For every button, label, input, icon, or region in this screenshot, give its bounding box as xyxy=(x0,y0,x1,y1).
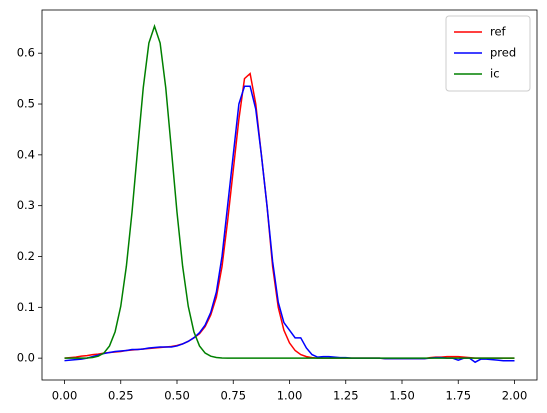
y-tick-label: 0.1 xyxy=(17,300,35,314)
legend-label: ref xyxy=(490,25,507,39)
y-tick-label: 0.6 xyxy=(17,46,35,60)
y-tick-label: 0.3 xyxy=(17,198,35,212)
series-line xyxy=(64,23,515,359)
y-tick-label: 0.2 xyxy=(17,249,35,263)
y-tick-label: 0.4 xyxy=(17,147,35,161)
x-tick-label: 0.00 xyxy=(52,389,78,403)
x-tick-label: 0.75 xyxy=(220,389,246,403)
legend-box xyxy=(445,15,531,92)
series-line xyxy=(64,85,515,364)
legend-label: pred xyxy=(490,46,516,60)
x-tick-label: 1.25 xyxy=(333,389,359,403)
x-tick-label: 0.50 xyxy=(164,389,190,403)
x-tick-label: 1.00 xyxy=(277,389,303,403)
legend-label: ic xyxy=(490,67,500,81)
y-tick-label: 0.5 xyxy=(17,97,35,111)
x-tick-label: 2.00 xyxy=(502,389,528,403)
x-tick-label: 0.25 xyxy=(108,389,134,403)
x-tick-label: 1.50 xyxy=(389,389,415,403)
x-tick-label: 1.75 xyxy=(445,389,471,403)
y-tick-label: 0.0 xyxy=(17,351,35,365)
